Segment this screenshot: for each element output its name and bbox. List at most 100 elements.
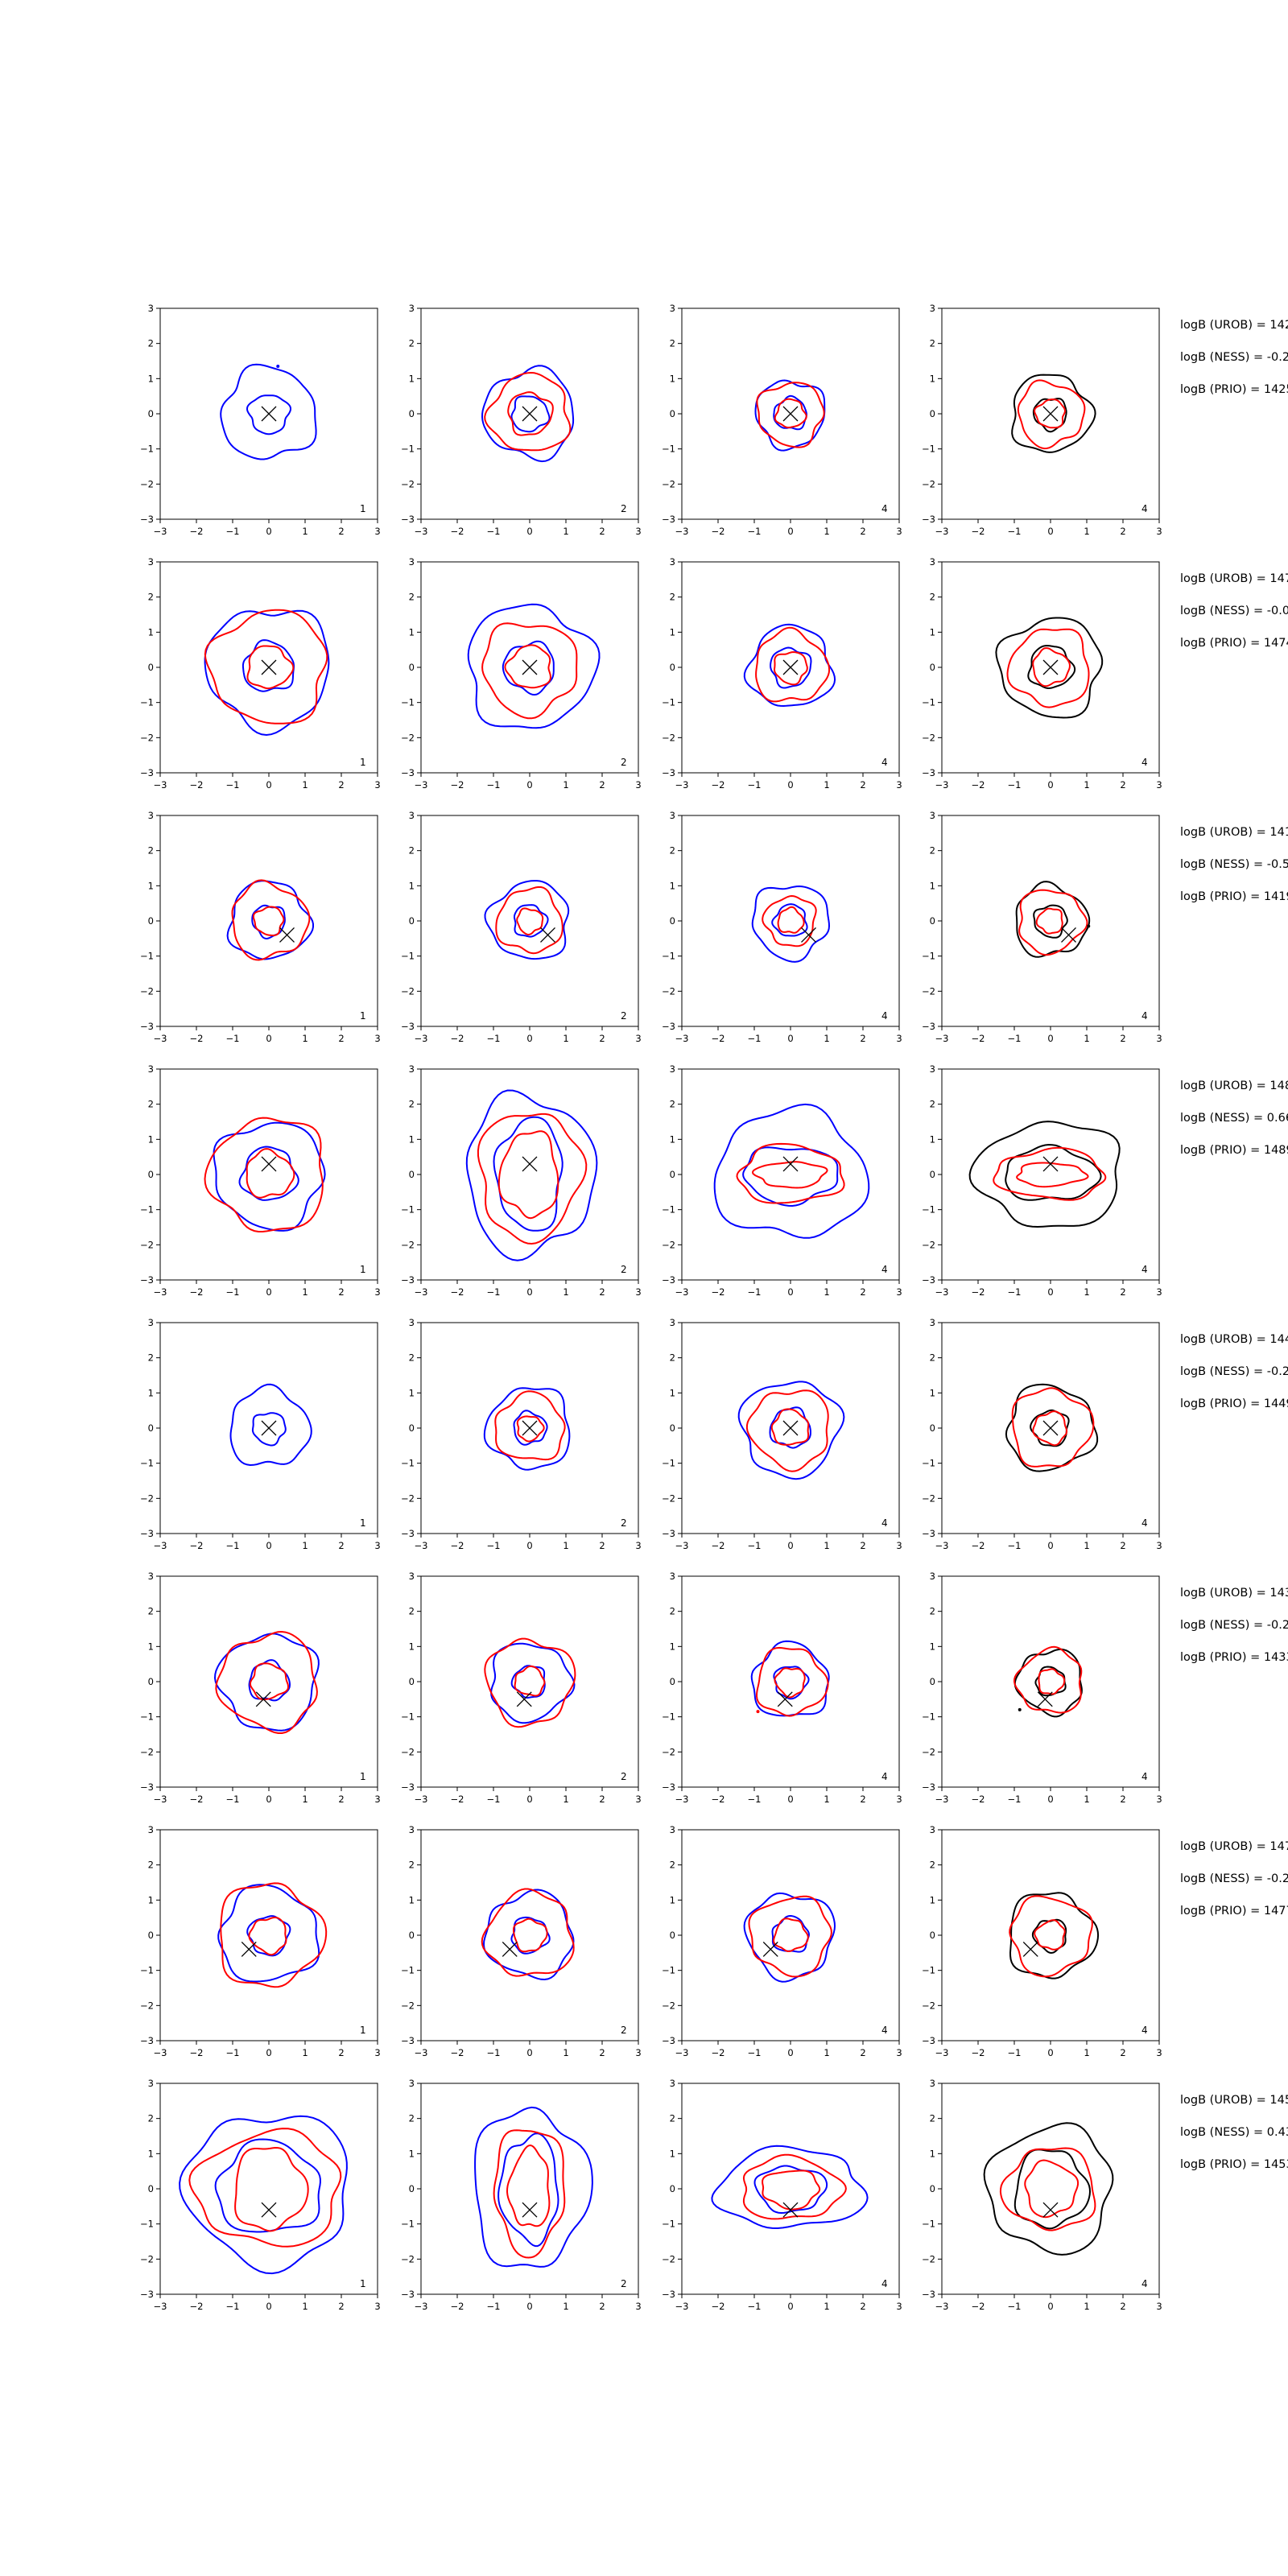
y-tick-label: −3 — [662, 1528, 675, 1539]
x-tick-label: 2 — [1120, 1286, 1125, 1298]
true-value-marker — [522, 406, 538, 422]
x-tick-label: 2 — [1120, 2047, 1125, 2058]
y-tick-label: −1 — [922, 1965, 935, 1976]
y-tick-label: 0 — [670, 2183, 675, 2194]
red-contour — [745, 1389, 829, 1472]
x-tick-label: 2 — [599, 1286, 605, 1298]
x-tick-label: 0 — [266, 1540, 271, 1551]
x-tick-label: −2 — [190, 1540, 204, 1551]
logb-annotation: logB (UROB) = 143 — [1180, 1587, 1288, 1600]
panel-corner-label: 1 — [360, 2278, 366, 2289]
outlier-dot — [756, 1710, 760, 1714]
x-tick-label: 0 — [787, 1033, 793, 1044]
x-tick-label: −1 — [487, 1033, 501, 1044]
black-contour — [968, 1121, 1121, 1228]
true-value-marker — [522, 1156, 538, 1172]
x-tick-label: −1 — [1008, 2301, 1022, 2312]
y-tick-label: −1 — [140, 1711, 154, 1723]
y-tick-label: 1 — [930, 1641, 935, 1652]
y-tick-label: 0 — [930, 915, 935, 927]
logb-annotation: logB (UROB) = 145 — [1180, 2094, 1288, 2107]
y-tick-label: 0 — [148, 662, 154, 673]
blue-contour — [514, 904, 549, 938]
x-tick-label: −3 — [154, 526, 167, 537]
y-tick-label: 3 — [148, 810, 154, 821]
x-tick-label: −3 — [415, 1286, 428, 1298]
x-tick-label: −1 — [748, 1286, 762, 1298]
x-tick-label: 1 — [563, 2047, 568, 2058]
y-tick-label: 0 — [930, 1422, 935, 1434]
axes-frame — [941, 1829, 1160, 2041]
panel-corner-label: 4 — [881, 1517, 888, 1529]
x-tick-label: −3 — [935, 1033, 949, 1044]
row-annotations: logB (UROB) = 144 logB (NESS) = -0.2 logB … — [1180, 1333, 1288, 1410]
y-tick-label: 2 — [930, 338, 935, 349]
x-tick-label: −3 — [675, 1540, 689, 1551]
logb-annotation: logB (PRIO) = 1477 — [1180, 1905, 1288, 1918]
x-tick-label: 0 — [1047, 1794, 1053, 1805]
y-tick-label: 2 — [148, 1860, 154, 1871]
y-tick-label: 3 — [409, 303, 415, 314]
y-tick-label: 3 — [670, 810, 675, 821]
x-tick-label: −1 — [226, 2047, 240, 2058]
x-tick-label: 3 — [896, 1033, 902, 1044]
red-contour — [234, 2146, 309, 2232]
red-contour — [484, 1637, 576, 1728]
x-tick-label: 1 — [302, 2301, 308, 2312]
x-tick-label: 3 — [896, 1794, 902, 1805]
x-tick-label: 1 — [1084, 2047, 1089, 2058]
y-tick-label: −1 — [401, 1458, 415, 1469]
y-tick-label: −1 — [140, 1204, 154, 1216]
x-tick-label: −3 — [675, 1794, 689, 1805]
x-tick-label: −1 — [748, 1794, 762, 1805]
x-tick-label: −1 — [1008, 1540, 1022, 1551]
x-tick-label: 1 — [1084, 526, 1089, 537]
y-tick-label: −2 — [401, 1492, 415, 1504]
panel-r8-c1: −3−3 −2 −2 −1 −1 0 0 1 1 2 2 3 3 1 — [140, 2078, 381, 2312]
red-contour — [215, 1630, 318, 1734]
blue-contour — [213, 1121, 326, 1232]
x-tick-label: 2 — [1120, 526, 1125, 537]
row-annotations: logB (UROB) = 141 logB (NESS) = -0.5 logB … — [1180, 826, 1288, 903]
x-tick-label: 0 — [787, 526, 793, 537]
x-tick-label: −2 — [451, 2301, 464, 2312]
x-tick-label: −3 — [154, 2301, 167, 2312]
red-contour — [1024, 2159, 1080, 2219]
x-tick-label: −2 — [190, 1794, 204, 1805]
outlier-dot — [276, 365, 280, 369]
y-tick-label: 3 — [930, 810, 935, 821]
panel-corner-label: 1 — [360, 1010, 366, 1022]
x-tick-label: −3 — [154, 779, 167, 791]
y-tick-label: 3 — [409, 1824, 415, 1835]
true-value-marker — [782, 406, 799, 422]
logb-annotation: logB (UROB) = 141 — [1180, 826, 1288, 839]
true-value-marker — [522, 1420, 538, 1436]
blue-contour — [769, 1406, 811, 1449]
y-tick-label: −3 — [140, 1021, 154, 1032]
true-value-marker — [255, 1691, 271, 1707]
x-tick-label: 0 — [787, 2047, 793, 2058]
panel-corner-label: 1 — [360, 1264, 366, 1275]
y-tick-label: 2 — [670, 1860, 675, 1871]
y-tick-label: 0 — [670, 1930, 675, 1941]
logb-annotation: logB (NESS) = 0.66 — [1180, 1112, 1288, 1125]
x-tick-label: 3 — [374, 2301, 380, 2312]
y-tick-label: −2 — [922, 2253, 935, 2264]
red-contour — [736, 1142, 845, 1204]
blue-contour — [510, 1665, 546, 1699]
blue-contour — [484, 880, 570, 960]
panel-corner-label: 4 — [1141, 1264, 1148, 1275]
y-tick-label: 2 — [409, 1606, 415, 1617]
y-tick-label: 1 — [409, 626, 415, 638]
y-tick-label: 2 — [409, 1860, 415, 1871]
x-tick-label: 3 — [374, 1286, 380, 1298]
red-contour — [1011, 1387, 1095, 1468]
y-tick-label: 3 — [930, 2078, 935, 2089]
x-tick-label: 1 — [563, 1540, 568, 1551]
x-tick-label: 1 — [824, 2301, 829, 2312]
x-tick-label: −2 — [451, 2047, 464, 2058]
logb-annotation: logB (UROB) = 144 — [1180, 1333, 1288, 1346]
x-tick-label: 0 — [1047, 526, 1053, 537]
